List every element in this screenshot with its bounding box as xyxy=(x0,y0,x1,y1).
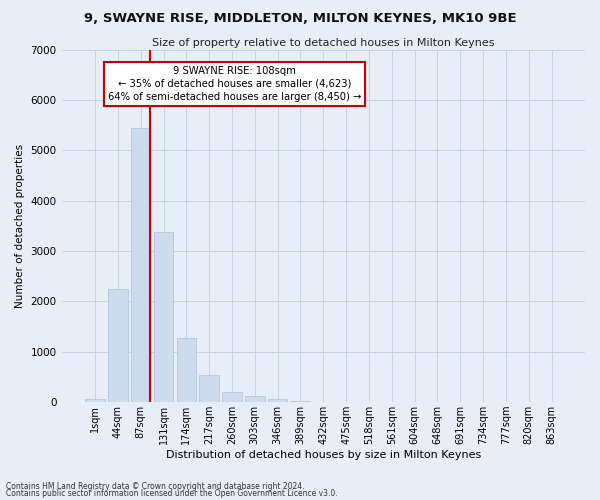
Text: 9, SWAYNE RISE, MIDDLETON, MILTON KEYNES, MK10 9BE: 9, SWAYNE RISE, MIDDLETON, MILTON KEYNES… xyxy=(83,12,517,26)
Bar xyxy=(154,232,173,402)
Bar xyxy=(199,376,219,402)
Text: Contains HM Land Registry data © Crown copyright and database right 2024.: Contains HM Land Registry data © Crown c… xyxy=(6,482,305,491)
X-axis label: Distribution of detached houses by size in Milton Keynes: Distribution of detached houses by size … xyxy=(166,450,481,460)
Y-axis label: Number of detached properties: Number of detached properties xyxy=(15,144,25,308)
Bar xyxy=(245,396,265,402)
Bar xyxy=(85,400,105,402)
Bar xyxy=(176,338,196,402)
Title: Size of property relative to detached houses in Milton Keynes: Size of property relative to detached ho… xyxy=(152,38,494,48)
Bar xyxy=(108,289,128,402)
Bar xyxy=(131,128,151,402)
Bar xyxy=(268,400,287,402)
Bar xyxy=(222,392,242,402)
Text: 9 SWAYNE RISE: 108sqm
← 35% of detached houses are smaller (4,623)
64% of semi-d: 9 SWAYNE RISE: 108sqm ← 35% of detached … xyxy=(107,66,361,102)
Text: Contains public sector information licensed under the Open Government Licence v3: Contains public sector information licen… xyxy=(6,490,338,498)
